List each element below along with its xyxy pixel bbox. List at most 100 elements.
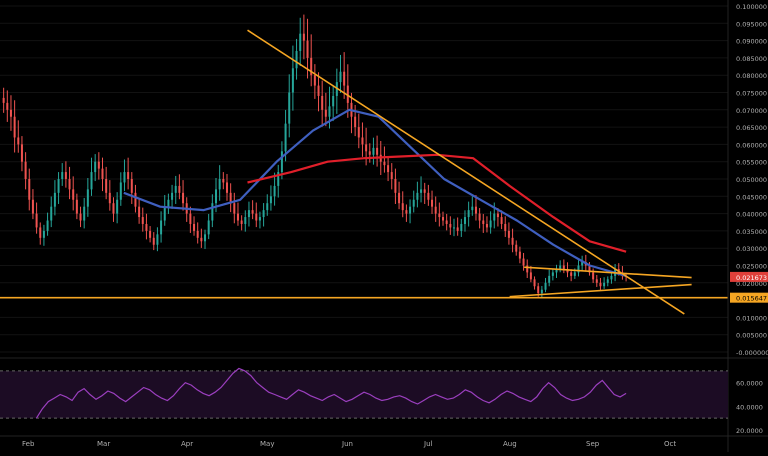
candle-body	[306, 40, 309, 58]
candle-body	[141, 217, 144, 224]
price-tick-label: 0.005000	[736, 332, 767, 340]
candle-body	[559, 265, 562, 269]
candle-body	[452, 227, 456, 229]
candle-body	[354, 116, 357, 128]
time-tick-label: Apr	[181, 440, 193, 448]
candle-body	[423, 189, 426, 193]
candle-body	[94, 161, 97, 173]
candle-body	[24, 161, 27, 179]
candle-body	[97, 161, 100, 169]
candle-body	[529, 272, 532, 280]
candle-body	[394, 178, 397, 193]
trendline-2[interactable]	[524, 266, 692, 279]
candle-body	[72, 189, 75, 200]
candle-body	[105, 178, 108, 193]
candle-body	[420, 189, 423, 193]
candle-body	[288, 92, 291, 124]
candle-body	[526, 265, 529, 273]
candle-body	[75, 199, 78, 214]
time-tick-label: Mar	[97, 440, 110, 448]
candle-body	[171, 192, 174, 200]
candle-body	[46, 220, 49, 231]
candle-body	[101, 168, 104, 179]
candle-body	[471, 206, 474, 211]
price-grid	[0, 5, 728, 353]
candle-body	[233, 203, 236, 214]
candle-body	[449, 223, 452, 228]
candle-body	[240, 220, 243, 224]
candle-body	[588, 265, 591, 273]
price-tick-label: 0.055000	[736, 159, 767, 167]
candle-body	[365, 144, 368, 152]
candle-body	[189, 213, 192, 224]
candle-body	[291, 68, 294, 93]
price-tick-label: 0.075000	[736, 89, 767, 97]
candle-body	[463, 217, 466, 224]
candle-body	[438, 213, 441, 218]
rsi-pane: 60.0000 40.0000 20.0000	[0, 357, 768, 435]
time-tick-label: Jun	[341, 440, 353, 448]
candle-body	[251, 210, 254, 214]
candle-body	[244, 217, 247, 224]
price-axis[interactable]: 0.100000 0.095000 0.090000 0.085000 0.080000…	[727, 0, 768, 452]
candle-body	[277, 172, 280, 186]
candle-body	[390, 172, 393, 179]
candle-body	[313, 75, 316, 86]
candle-body	[225, 182, 228, 193]
candle-body	[255, 213, 258, 221]
candle-body	[537, 286, 540, 294]
candle-body	[262, 210, 265, 218]
candle-body	[160, 220, 163, 235]
candle-body	[138, 206, 141, 218]
trendline-3[interactable]	[509, 283, 692, 298]
candle-body	[328, 106, 331, 117]
candle-body	[398, 192, 401, 204]
candle-body	[577, 265, 580, 273]
price-tick-label: 0.065000	[736, 124, 767, 132]
time-tick-label: Sep	[586, 440, 600, 448]
candle-body	[211, 203, 214, 221]
candle-body	[606, 279, 609, 283]
candle-body	[156, 234, 159, 245]
candle-body	[533, 279, 536, 287]
price-tick-label: 0.045000	[736, 193, 767, 201]
time-tick-label: May	[260, 440, 274, 448]
candle-body	[376, 147, 379, 155]
candle-body	[200, 237, 203, 242]
rsi-band-fill	[0, 370, 728, 419]
price-tick-label: 0.050000	[736, 176, 767, 184]
trend-lines[interactable]	[0, 29, 728, 315]
candle-body	[123, 172, 126, 183]
candle-body	[258, 217, 261, 221]
candle-body	[229, 192, 232, 204]
candle-body	[460, 223, 463, 231]
candle-body	[247, 210, 250, 218]
candle-body	[193, 223, 196, 231]
price-tick-label: 0.080000	[736, 72, 767, 80]
candle-body	[108, 192, 111, 204]
candle-body	[603, 282, 606, 287]
time-tick-label: Feb	[22, 440, 35, 448]
moving-average-red	[247, 153, 627, 253]
candle-body	[163, 206, 166, 221]
moving-average-lines	[123, 108, 627, 277]
candle-body	[6, 102, 9, 110]
candle-body	[500, 217, 503, 224]
candle-body	[442, 217, 445, 221]
price-tick-label: 0.095000	[736, 20, 767, 28]
candle-body	[343, 71, 346, 86]
candle-body	[116, 199, 119, 214]
candle-body	[266, 203, 269, 211]
candle-body	[273, 185, 276, 197]
candle-body	[522, 258, 525, 266]
trendline-1[interactable]	[247, 29, 685, 315]
price-tick-label: -0.000000	[736, 349, 768, 357]
candle-body	[372, 147, 375, 155]
candle-body	[35, 213, 38, 228]
candle-body	[431, 199, 434, 207]
candle-body	[573, 272, 576, 276]
time-axis[interactable]: Feb Mar Apr May Jun Jul Aug Sep Oct	[0, 435, 768, 448]
candle-body	[339, 71, 342, 83]
rsi-tick-label: 20.0000	[736, 427, 763, 435]
